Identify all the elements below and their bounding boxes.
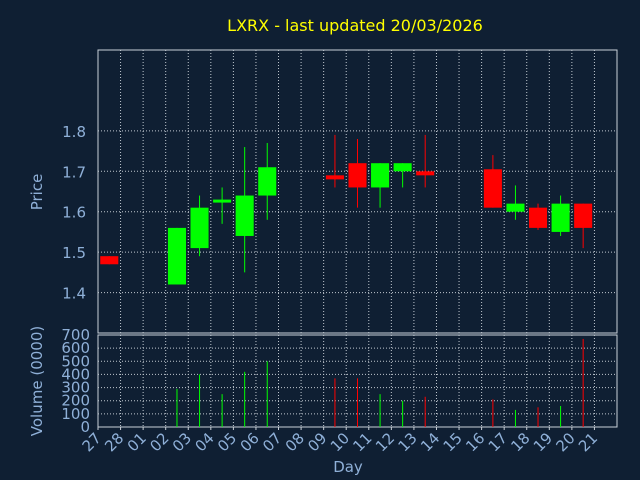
volume-tick-label: 0 bbox=[80, 418, 90, 436]
volume-tick-label: 300 bbox=[61, 379, 90, 397]
candle-body bbox=[213, 199, 232, 203]
volume-tick-label: 600 bbox=[61, 339, 90, 357]
price-tick-label: 1.4 bbox=[62, 285, 86, 303]
price-tick-label: 1.7 bbox=[62, 163, 86, 181]
candle-body bbox=[483, 169, 502, 208]
price-tick-label: 1.6 bbox=[62, 204, 86, 222]
price-frame bbox=[97, 49, 618, 334]
price-axis-label: Price bbox=[28, 174, 46, 211]
candle-body bbox=[167, 227, 187, 285]
chart-title: LXRX - last updated 20/03/2026 bbox=[227, 16, 483, 35]
price-panel: 1.4 1.5 1.6 1.7 1.8 bbox=[62, 49, 618, 334]
candle-body bbox=[348, 163, 367, 188]
volume-tick-label: 200 bbox=[61, 392, 90, 410]
candle-body bbox=[551, 203, 570, 232]
volume-axis-label: Volume (0000) bbox=[28, 326, 46, 436]
x-tick-label: 21 bbox=[575, 429, 601, 455]
volume-tick-label: 400 bbox=[61, 365, 90, 383]
volume-tick-label: 700 bbox=[61, 326, 90, 344]
candle-body bbox=[574, 203, 593, 228]
price-tick-label: 1.5 bbox=[62, 244, 86, 262]
volume-tick-label: 500 bbox=[61, 352, 90, 370]
x-axis-label: Day bbox=[333, 458, 363, 476]
candle-body bbox=[325, 175, 344, 180]
candle-body bbox=[371, 163, 390, 188]
price-tick-label: 1.8 bbox=[62, 123, 86, 141]
candle-body bbox=[190, 207, 209, 249]
candle-body bbox=[416, 171, 435, 176]
candle-body bbox=[506, 203, 525, 212]
candle-body bbox=[235, 195, 254, 236]
candle-body bbox=[100, 256, 119, 265]
candle-body bbox=[528, 207, 548, 228]
x-axis-ticks: 2728010203040506070809101112131415161718… bbox=[79, 427, 601, 455]
candle-body bbox=[393, 163, 412, 172]
candle-body bbox=[258, 167, 277, 196]
volume-tick-label: 100 bbox=[61, 405, 90, 423]
